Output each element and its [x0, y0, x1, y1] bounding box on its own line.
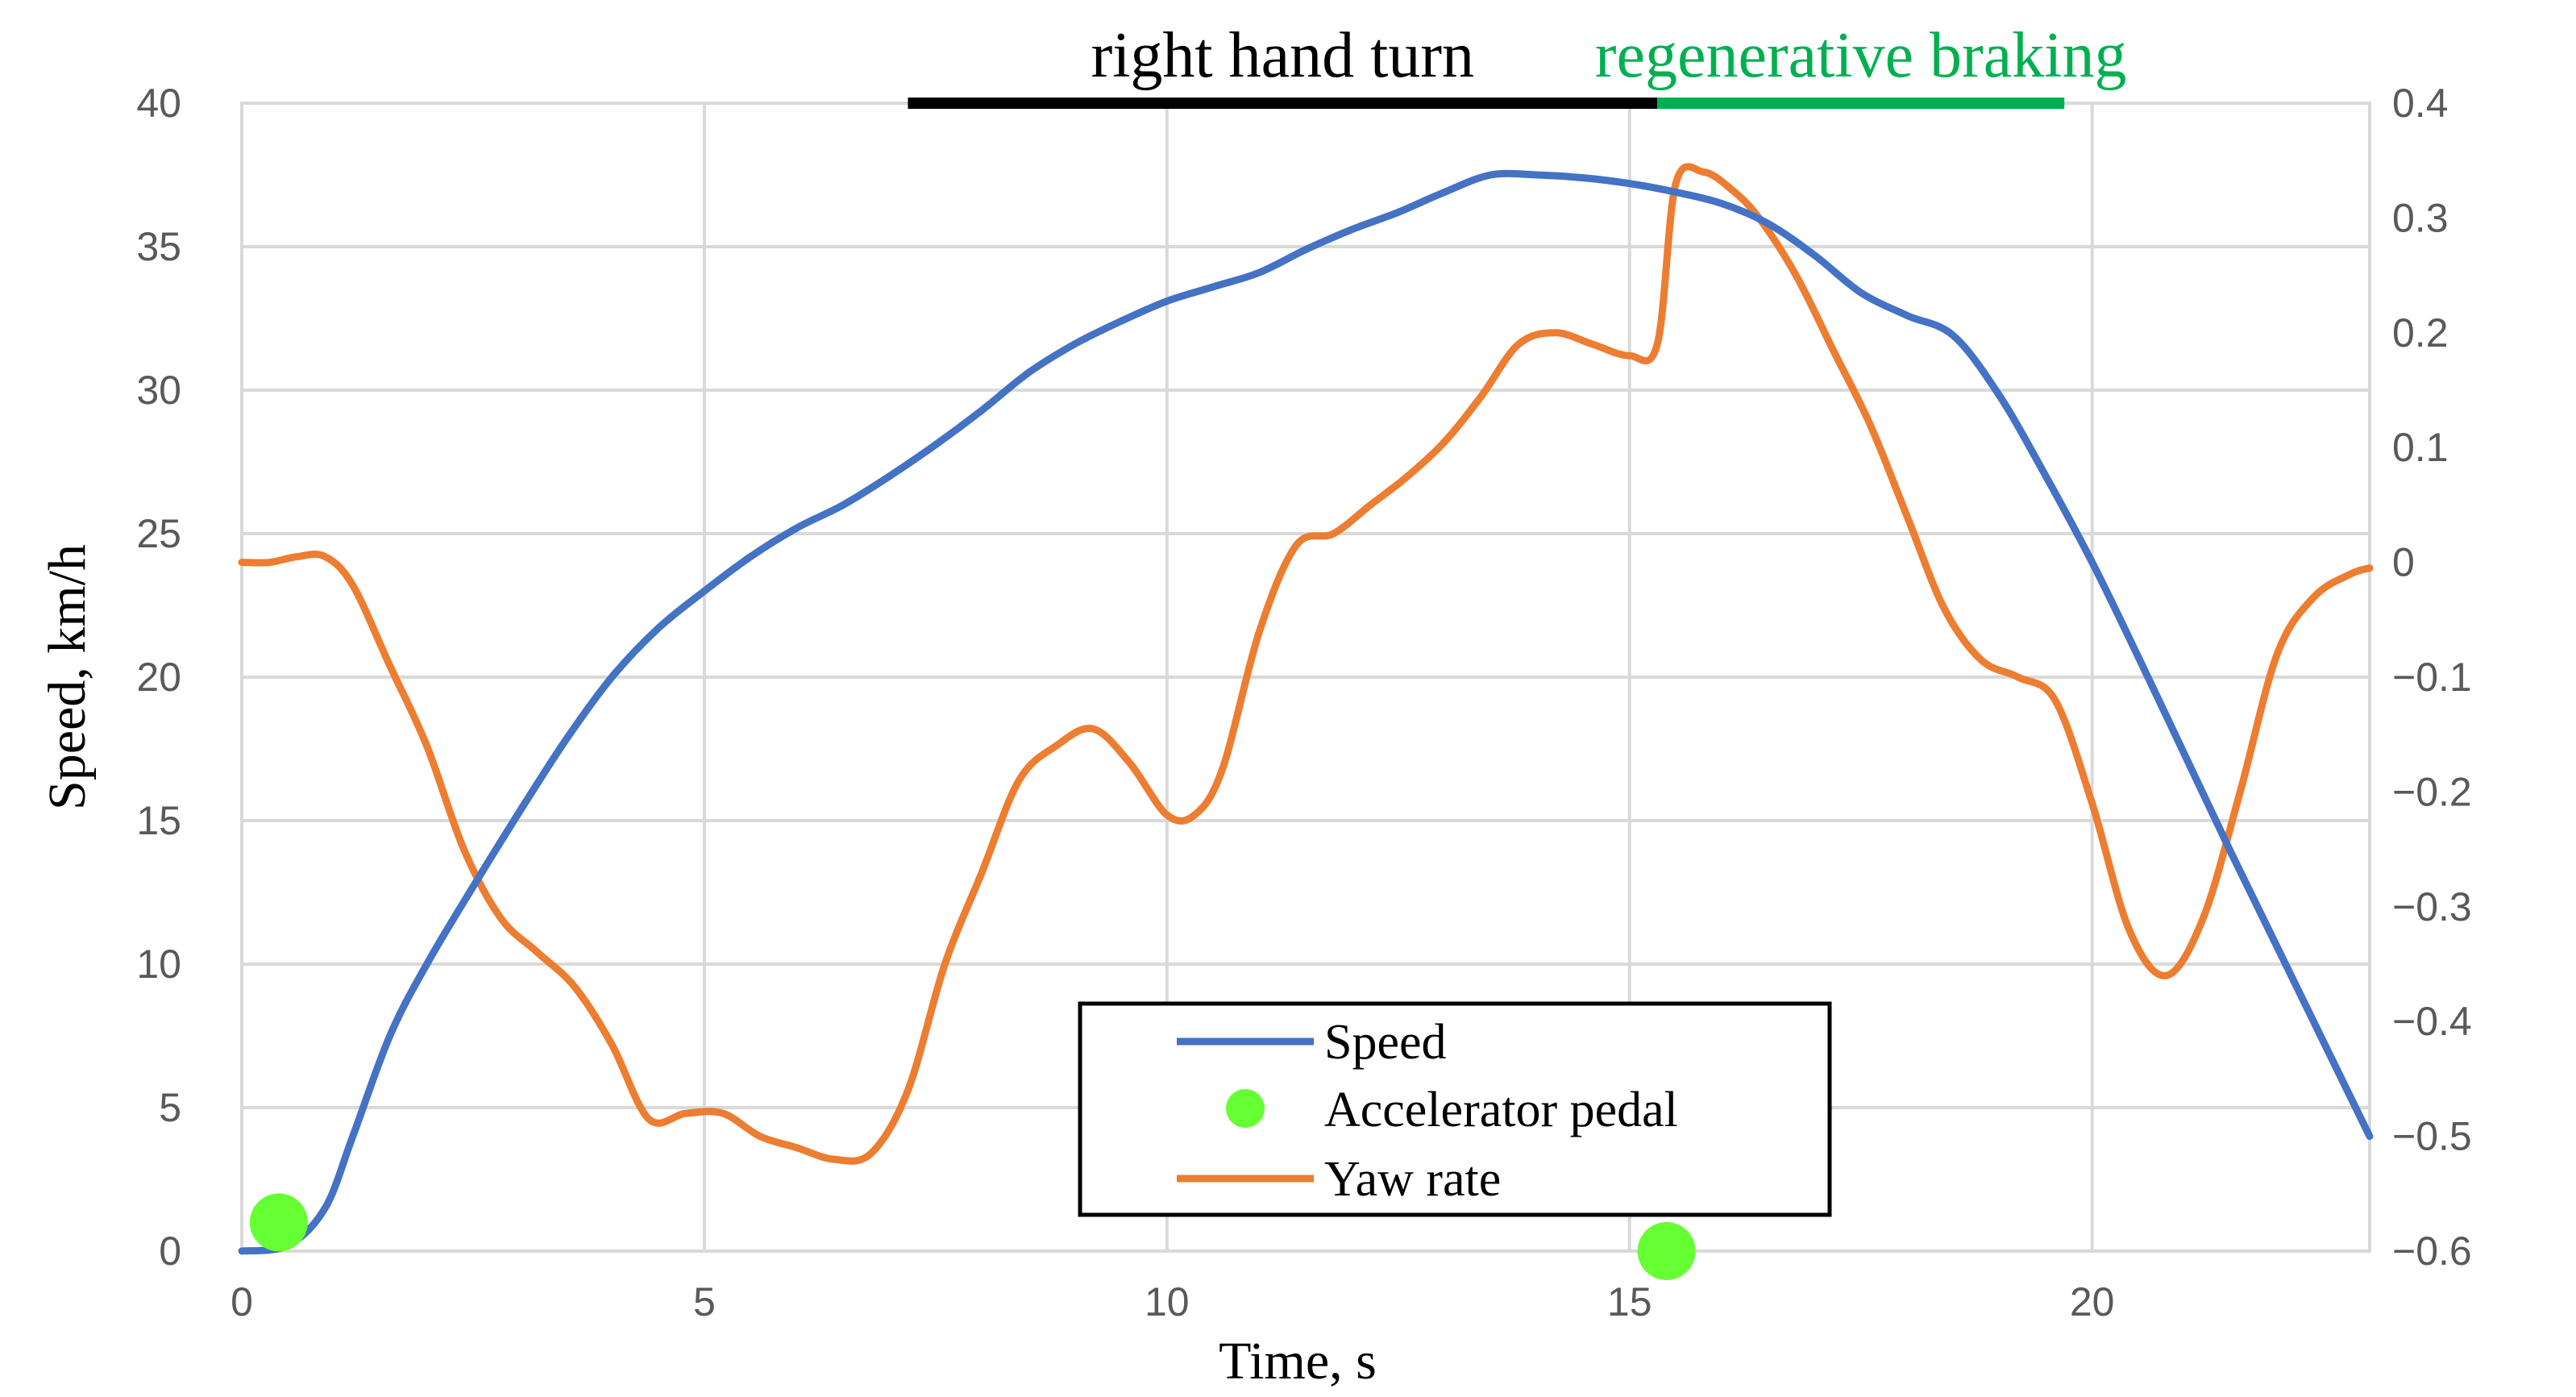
yaw-rate-line [238, 163, 2374, 1165]
y-tick-label: 30 [136, 368, 181, 413]
y-axis-right: −0.6 −0.5 −0.4 −0.3 −0.2 −0.1 0 0.1 0.2 0.3 0.4 [2392, 81, 2472, 1274]
y2-tick-label: −0.4 [2392, 999, 2472, 1044]
y-tick-label: 20 [136, 655, 181, 700]
accelerator-pedal-point [249, 1193, 308, 1252]
y-tick-label: 35 [136, 224, 181, 269]
legend-pedal-label: Accelerator pedal [1324, 1083, 1678, 1137]
x-tick-label: 5 [693, 1279, 716, 1324]
y-tick-label: 25 [136, 511, 181, 556]
y2-tick-label: −0.1 [2392, 655, 2472, 700]
y2-tick-label: 0 [2392, 540, 2415, 585]
x-axis-title: Time, s [1219, 1332, 1377, 1391]
accelerator-pedal-point [1637, 1222, 1696, 1280]
legend-pedal-swatch [1226, 1089, 1265, 1128]
y-tick-label: 5 [159, 1085, 181, 1130]
x-tick-label: 20 [2070, 1279, 2115, 1324]
speed-line [238, 169, 2374, 1255]
y2-tick-label: −0.6 [2392, 1229, 2472, 1274]
series-group [238, 163, 2374, 1280]
x-tick-label: 15 [1607, 1279, 1652, 1324]
y2-tick-label: 0.3 [2392, 195, 2449, 240]
phase-label: right hand turn [1091, 20, 1474, 91]
legend: Speed Accelerator pedal Yaw rate [1078, 1001, 1832, 1217]
phase-markers: right hand turn regenerative braking [908, 20, 2127, 109]
y-tick-label: 40 [136, 81, 181, 126]
y2-tick-label: −0.5 [2392, 1114, 2472, 1159]
x-axis: 0 5 10 15 20 [231, 1279, 2114, 1324]
legend-speed-label: Speed [1324, 1015, 1447, 1070]
phase-label: regenerative braking [1595, 20, 2127, 91]
y2-tick-label: 0.2 [2392, 310, 2449, 355]
legend-yaw-label: Yaw rate [1324, 1152, 1501, 1207]
y-tick-label: 0 [159, 1229, 181, 1274]
x-tick-label: 0 [231, 1279, 253, 1324]
y2-tick-label: −0.3 [2392, 884, 2472, 929]
y2-tick-label: 0.1 [2392, 425, 2449, 470]
y2-tick-label: 0.4 [2392, 81, 2449, 126]
y-tick-label: 15 [136, 798, 181, 843]
y-axis-title: Speed, km/h [38, 544, 97, 810]
y2-tick-label: −0.2 [2392, 769, 2472, 814]
y-axis-left: 0 5 10 15 20 25 30 35 40 [136, 81, 181, 1274]
y-tick-label: 10 [136, 942, 181, 987]
x-tick-label: 10 [1145, 1279, 1190, 1324]
